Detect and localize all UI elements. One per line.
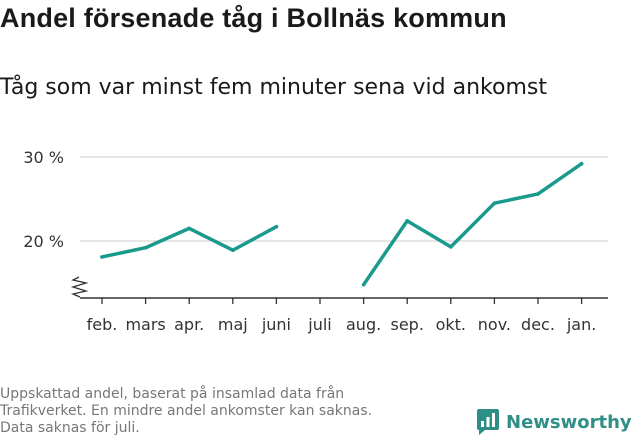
data-point <box>579 161 584 166</box>
series-line-segment-1 <box>100 224 279 259</box>
y-tick-label: 30 % <box>23 148 64 167</box>
chart-subtitle: Tåg som var minst fem minuter sena vid a… <box>0 75 547 100</box>
footnote: Uppskattad andel, baserat på insamlad da… <box>0 386 372 437</box>
series-lines <box>100 161 584 287</box>
brand-name: Newsworthy <box>506 411 631 433</box>
data-point <box>274 224 279 229</box>
data-point <box>492 201 497 205</box>
data-point <box>361 282 366 287</box>
footnote-line-1: Uppskattad andel, baserat på insamlad da… <box>0 386 345 402</box>
axis-break-icon <box>70 276 89 298</box>
y-tick-labels: 20 % 30 % <box>23 148 64 251</box>
x-tick-label: dec. <box>521 315 555 334</box>
data-point <box>100 255 104 259</box>
data-point <box>143 245 148 250</box>
x-tick-label: okt. <box>436 315 466 334</box>
x-tick-label: juni <box>261 315 291 334</box>
series-line-segment-2 <box>361 161 584 287</box>
x-tick-label: apr. <box>174 315 204 334</box>
x-axis <box>70 276 608 304</box>
data-point <box>231 248 235 253</box>
x-tick-label: feb. <box>87 315 118 334</box>
gridlines <box>80 156 608 242</box>
x-tick-label: mars <box>125 315 165 334</box>
data-point <box>449 245 453 249</box>
x-tick-label: juli <box>307 315 331 334</box>
data-point <box>187 226 191 231</box>
data-point <box>405 219 410 223</box>
data-point <box>536 192 540 196</box>
x-tick-label: jan. <box>566 315 596 334</box>
footnote-line-2: Trafikverket. En mindre andel ankomster … <box>0 403 373 419</box>
brand-logo: Newsworthy <box>476 408 631 436</box>
newsworthy-icon <box>477 409 499 435</box>
x-tick-labels: feb. mars apr. maj juni juli aug. sep. okt. nov. d… <box>87 315 597 334</box>
footnote-line-3: Data saknas för juli. <box>0 420 140 436</box>
chart-title: Andel försenade tåg i Bollnäs kommun <box>0 3 507 33</box>
y-tick-label: 20 % <box>23 232 64 251</box>
x-tick-label: maj <box>218 315 248 334</box>
x-tick-label: nov. <box>478 315 511 334</box>
x-tick-label: aug. <box>346 315 381 334</box>
x-tick-label: sep. <box>390 315 423 334</box>
line-chart: 20 % 30 % feb. mars apr. maj juni juli aug. sep.… <box>23 148 608 334</box>
